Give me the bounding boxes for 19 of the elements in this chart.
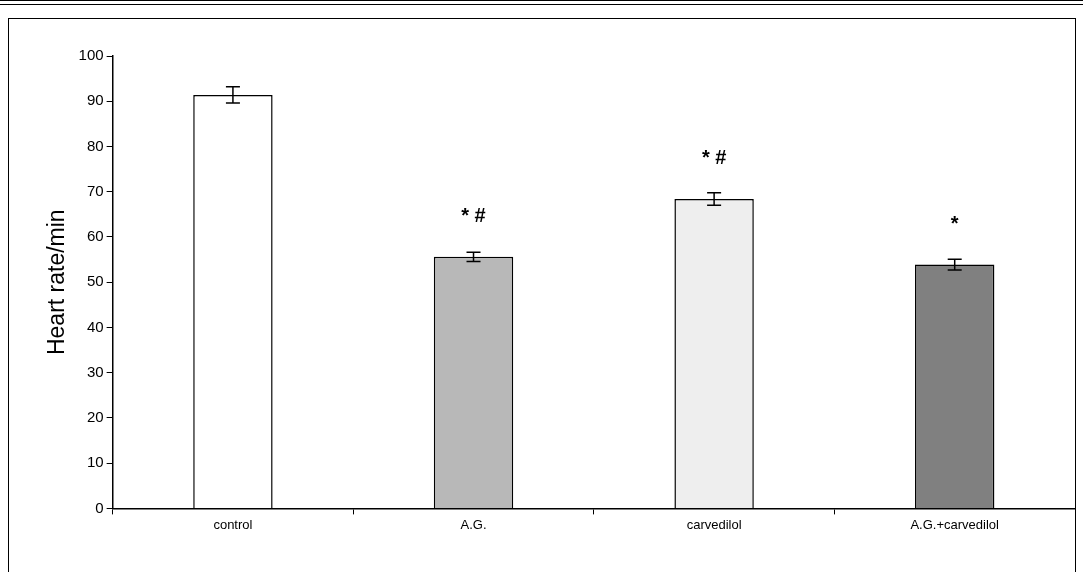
annotation: * #	[701, 146, 727, 169]
y-tick-label: 20	[86, 408, 104, 426]
y-tick-label: 50	[86, 272, 104, 290]
y-tick-label: 70	[86, 181, 104, 199]
y-axis-title: Heart rate/min	[43, 209, 70, 356]
y-tick-label: 80	[86, 136, 104, 154]
y-tick-label: 0	[95, 498, 104, 516]
x-tick-label: A.G.	[460, 516, 487, 532]
x-tick-label: control	[213, 516, 253, 532]
y-tick-label: 90	[86, 91, 104, 109]
x-tick-label: A.G.+carvedilol	[910, 516, 1000, 532]
annotation: * #	[461, 204, 486, 227]
annotation: *	[950, 212, 959, 235]
x-tick-label: carvedilol	[686, 516, 742, 532]
y-tick-label: 60	[86, 227, 104, 245]
y-tick-label: 100	[78, 46, 104, 64]
y-tick-label: 10	[86, 453, 104, 471]
y-tick-label: 30	[86, 362, 104, 380]
y-tick-label: 40	[86, 317, 104, 335]
